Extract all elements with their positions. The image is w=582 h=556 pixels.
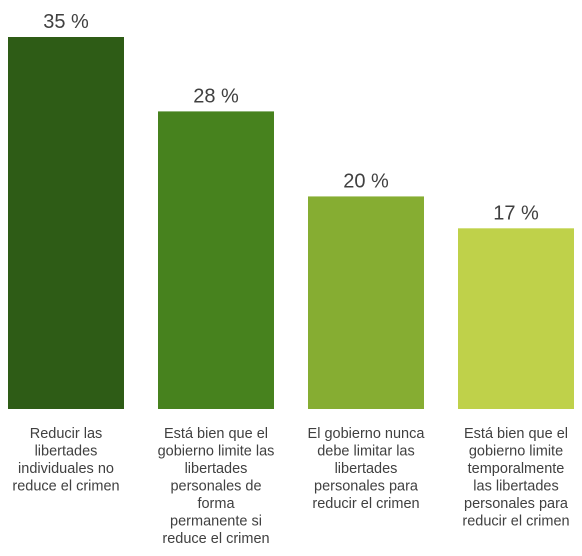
bar-1 (8, 37, 124, 409)
category-label-line: personales para (464, 496, 569, 512)
category-label-line: El gobierno nunca (308, 426, 426, 442)
data-label-3: 20 % (343, 170, 389, 192)
category-label-line: Reducir las (30, 426, 103, 442)
bar-2 (158, 111, 274, 410)
category-label-line: debe limitar las (317, 444, 415, 460)
category-label-line: reduce el crimen (162, 531, 269, 547)
data-label-4: 17 % (493, 202, 539, 224)
data-label-1: 35 % (43, 11, 89, 33)
data-label-2: 28 % (193, 85, 239, 107)
category-label-line: reducir el crimen (312, 496, 419, 512)
category-label-4: Está bien que el gobierno limite temporalm… (462, 426, 569, 530)
category-label-line: gobierno limite (469, 444, 563, 460)
category-label-line: libertades (335, 461, 398, 477)
bar-4 (458, 228, 574, 409)
category-label-line: gobierno limite las (158, 444, 275, 460)
category-label-line: forma (197, 496, 235, 512)
bar-3 (308, 196, 424, 409)
category-label-line: las libertades (473, 479, 558, 495)
category-label-line: Está bien que el (464, 426, 568, 442)
category-label-1: Reducir las libertades individuales no redu… (12, 426, 119, 495)
category-label-line: individuales no (18, 461, 114, 477)
category-label-2: Está bien que el gobierno limite las liber… (158, 426, 275, 547)
category-label-line: personales de (170, 479, 261, 495)
category-label-line: reduce el crimen (12, 479, 119, 495)
category-label-line: libertades (185, 461, 248, 477)
category-label-line: libertades (35, 444, 98, 460)
category-label-3: El gobierno nunca debe limitar las liberta… (308, 426, 426, 512)
category-label-line: temporalmente (468, 461, 565, 477)
category-label-line: reducir el crimen (462, 514, 569, 530)
category-label-line: personales para (314, 479, 419, 495)
category-label-line: Está bien que el (164, 426, 268, 442)
category-label-line: permanente si (170, 514, 262, 530)
